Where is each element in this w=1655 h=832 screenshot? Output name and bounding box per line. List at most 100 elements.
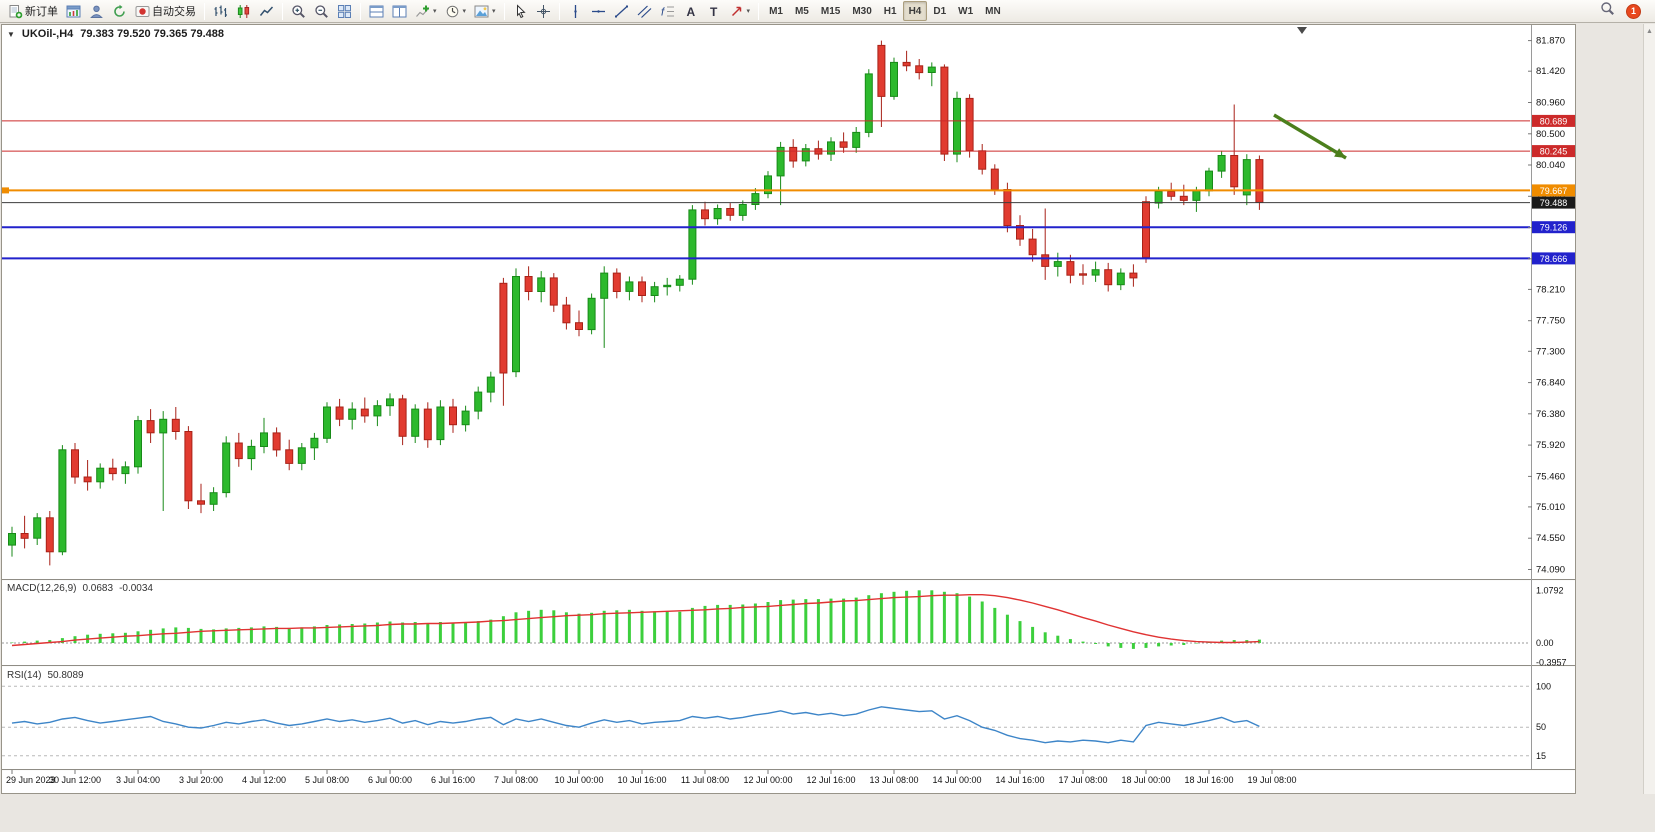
candle xyxy=(852,127,861,153)
equidistant-channel-button[interactable] xyxy=(633,1,656,21)
candle xyxy=(801,144,810,167)
autotrading-button[interactable]: 自动交易 xyxy=(131,1,200,21)
candle xyxy=(423,402,432,448)
candle xyxy=(738,200,747,221)
workspace: 1.0792 0.00 -0.3957 100 50 15 81.870 81.420 80.9… xyxy=(0,23,1655,832)
navigator-button[interactable] xyxy=(108,1,131,21)
time-tick-label: 17 Jul 08:00 xyxy=(1058,775,1107,785)
candle xyxy=(827,137,835,161)
macd-signal-value: -0.0034 xyxy=(119,583,153,594)
candle xyxy=(260,417,268,454)
candlestick-chart-button[interactable] xyxy=(232,1,255,21)
line-chart-button[interactable] xyxy=(255,1,278,21)
button-label: M30 xyxy=(852,5,872,17)
templates-button[interactable]: ▾ xyxy=(470,1,500,21)
right-scrollbar[interactable]: ▲ xyxy=(1643,24,1655,794)
svg-text:T: T xyxy=(710,5,718,19)
candle xyxy=(474,386,483,420)
candle xyxy=(927,62,936,87)
macd-axis-label: -0.3957 xyxy=(1536,657,1567,667)
fibo-icon: f xyxy=(660,4,675,19)
candle xyxy=(197,483,205,514)
candle xyxy=(663,277,672,296)
periods-button[interactable]: ▾ xyxy=(441,1,471,21)
chart-window-icon xyxy=(66,4,81,19)
timeframe-h1-button[interactable]: H1 xyxy=(878,1,903,21)
candle xyxy=(360,397,369,423)
text-button[interactable]: A xyxy=(679,1,702,21)
search-icon xyxy=(1600,1,1615,16)
candle xyxy=(864,69,873,138)
label-t-icon: T xyxy=(706,4,721,19)
candle xyxy=(1066,254,1075,284)
candle xyxy=(20,515,29,549)
chart-shift-marker-icon[interactable] xyxy=(1297,27,1307,34)
tile-windows-button[interactable] xyxy=(333,1,356,21)
scroll-up-icon[interactable]: ▲ xyxy=(1646,28,1653,35)
macd-signal-line xyxy=(11,594,1260,647)
market-watch-button[interactable] xyxy=(62,1,85,21)
trend-arrow-annotation[interactable] xyxy=(1273,113,1347,160)
macd-name: MACD(12,26,9) xyxy=(7,583,77,594)
candle xyxy=(499,277,508,406)
toolbar-separator xyxy=(282,2,283,20)
price-tick-label: 75.460 xyxy=(1536,471,1565,482)
svg-text:80.245: 80.245 xyxy=(1540,147,1568,157)
toolbar-items: 新订单 自动交易 ▾ ▾ ▾ f A T ▾ M1 M5 M15 M30 H1 H4 D1 W1 MN xyxy=(4,0,1007,22)
time-tick-label: 14 Jul 00:00 xyxy=(932,775,981,785)
timeframe-m1-button[interactable]: M1 xyxy=(763,1,789,21)
candle xyxy=(587,293,596,335)
timeframe-m30-button[interactable]: M30 xyxy=(846,1,877,21)
timeframe-d1-button[interactable]: D1 xyxy=(927,1,952,21)
candle xyxy=(58,445,67,556)
candle xyxy=(171,407,180,440)
data-window-button[interactable] xyxy=(85,1,108,21)
text-label-button[interactable]: T xyxy=(702,1,725,21)
button-label: M1 xyxy=(769,5,783,17)
time-tick-label: 7 Jul 08:00 xyxy=(494,775,538,785)
arrange-vertical-button[interactable] xyxy=(388,1,411,21)
candle xyxy=(877,40,886,127)
chart-dropdown-icon[interactable]: ▼ xyxy=(7,29,15,39)
search-button[interactable] xyxy=(1596,1,1619,21)
time-tick-label: 14 Jul 16:00 xyxy=(995,775,1044,785)
crosshair-button[interactable] xyxy=(532,1,555,21)
candle xyxy=(915,59,924,80)
time-tick-label: 30 Jun 12:00 xyxy=(49,775,101,785)
bar-chart-button[interactable] xyxy=(209,1,232,21)
price-tick-label: 80.960 xyxy=(1536,98,1565,109)
price-tick-label: 81.420 xyxy=(1536,66,1565,77)
arrange-horizontal-button[interactable] xyxy=(365,1,388,21)
candle xyxy=(1129,264,1138,287)
cursor-button[interactable] xyxy=(509,1,532,21)
indicators-button[interactable]: ▾ xyxy=(411,1,441,21)
trendline-button[interactable] xyxy=(610,1,633,21)
toolbar-separator xyxy=(204,2,205,20)
candle xyxy=(1242,154,1251,206)
timeframe-w1-button[interactable]: W1 xyxy=(952,1,979,21)
svg-text:80.689: 80.689 xyxy=(1540,116,1568,126)
chart-window: 1.0792 0.00 -0.3957 100 50 15 81.870 81.420 80.9… xyxy=(1,24,1576,794)
candle xyxy=(675,275,684,292)
price-tick-label: 81.870 xyxy=(1536,36,1565,47)
timeframe-m15-button[interactable]: M15 xyxy=(815,1,846,21)
horizontal-line-button[interactable] xyxy=(587,1,610,21)
resistance-lower-price-badge: 80.245 xyxy=(1532,145,1575,158)
zoom-out-button[interactable] xyxy=(310,1,333,21)
chart-canvas[interactable]: 1.0792 0.00 -0.3957 100 50 15 81.870 81.420 80.9… xyxy=(2,25,1575,793)
timeframe-mn-button[interactable]: MN xyxy=(979,1,1007,21)
timeframe-h4-button[interactable]: H4 xyxy=(902,1,928,21)
button-label: W1 xyxy=(958,5,974,17)
new-order-button[interactable]: 新订单 xyxy=(4,1,62,21)
clock-icon xyxy=(445,4,460,19)
zoom-in-icon xyxy=(291,4,306,19)
zoom-in-button[interactable] xyxy=(287,1,310,21)
notification-badge[interactable]: 1 xyxy=(1626,3,1641,19)
candle xyxy=(146,409,155,443)
vertical-line-button[interactable] xyxy=(564,1,587,21)
candle xyxy=(121,461,130,484)
fibonacci-retracement-button[interactable]: f xyxy=(656,1,679,21)
timeframe-m5-button[interactable]: M5 xyxy=(789,1,815,21)
arrow-objects-button[interactable]: ▾ xyxy=(725,1,755,21)
time-tick-label: 10 Jul 00:00 xyxy=(554,775,603,785)
